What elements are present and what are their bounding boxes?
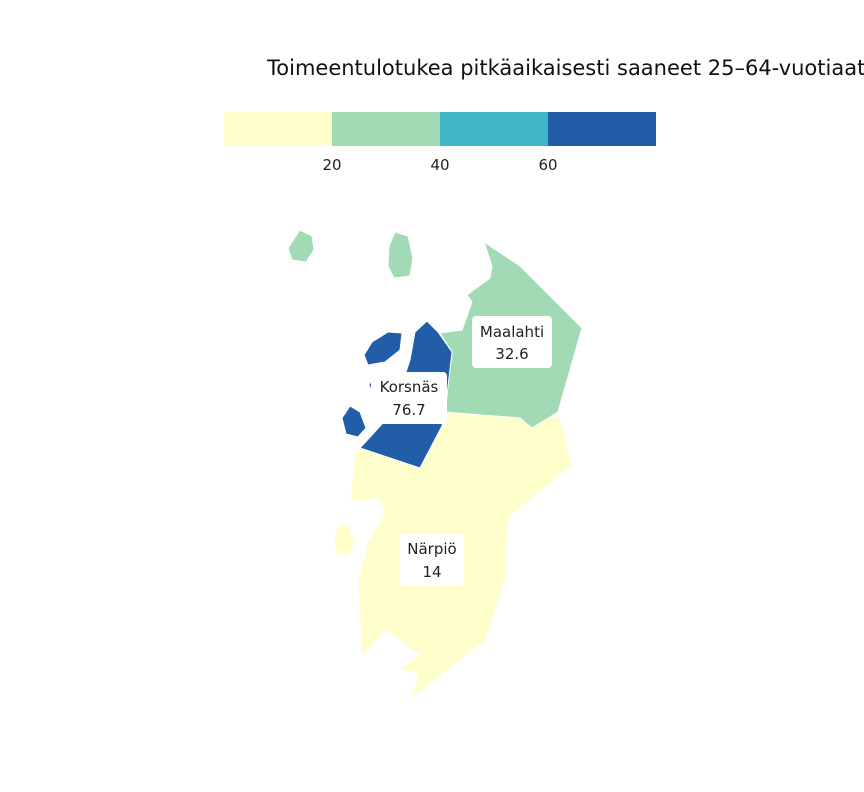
label-box-narpio: [400, 534, 464, 586]
legend-tick-20: 20: [322, 156, 341, 174]
map-title: Toimeentulotukea pitkäaikaisesti saaneet…: [267, 56, 864, 80]
label-value-korsnas: 76.7: [392, 401, 425, 419]
label-name-korsnas: Korsnäs: [380, 378, 439, 396]
label-box-korsnas: [371, 372, 447, 424]
legend-swatch-3: [548, 112, 656, 146]
legend-swatch-0: [224, 112, 332, 146]
legend-swatch-1: [332, 112, 440, 146]
label-value-narpio: 14: [422, 563, 441, 581]
label-narpio: Närpiö 14: [400, 534, 464, 586]
legend-tick-40: 40: [430, 156, 449, 174]
legend: 20 40 60: [224, 112, 656, 174]
label-value-maalahti: 32.6: [495, 345, 528, 363]
legend-swatch-2: [440, 112, 548, 146]
label-name-narpio: Närpiö: [407, 540, 456, 558]
label-maalahti: Maalahti 32.6: [472, 316, 552, 368]
label-box-maalahti: [472, 316, 552, 368]
label-korsnas: Korsnäs 76.7: [371, 372, 447, 424]
legend-tick-60: 60: [538, 156, 557, 174]
label-name-maalahti: Maalahti: [480, 323, 544, 341]
